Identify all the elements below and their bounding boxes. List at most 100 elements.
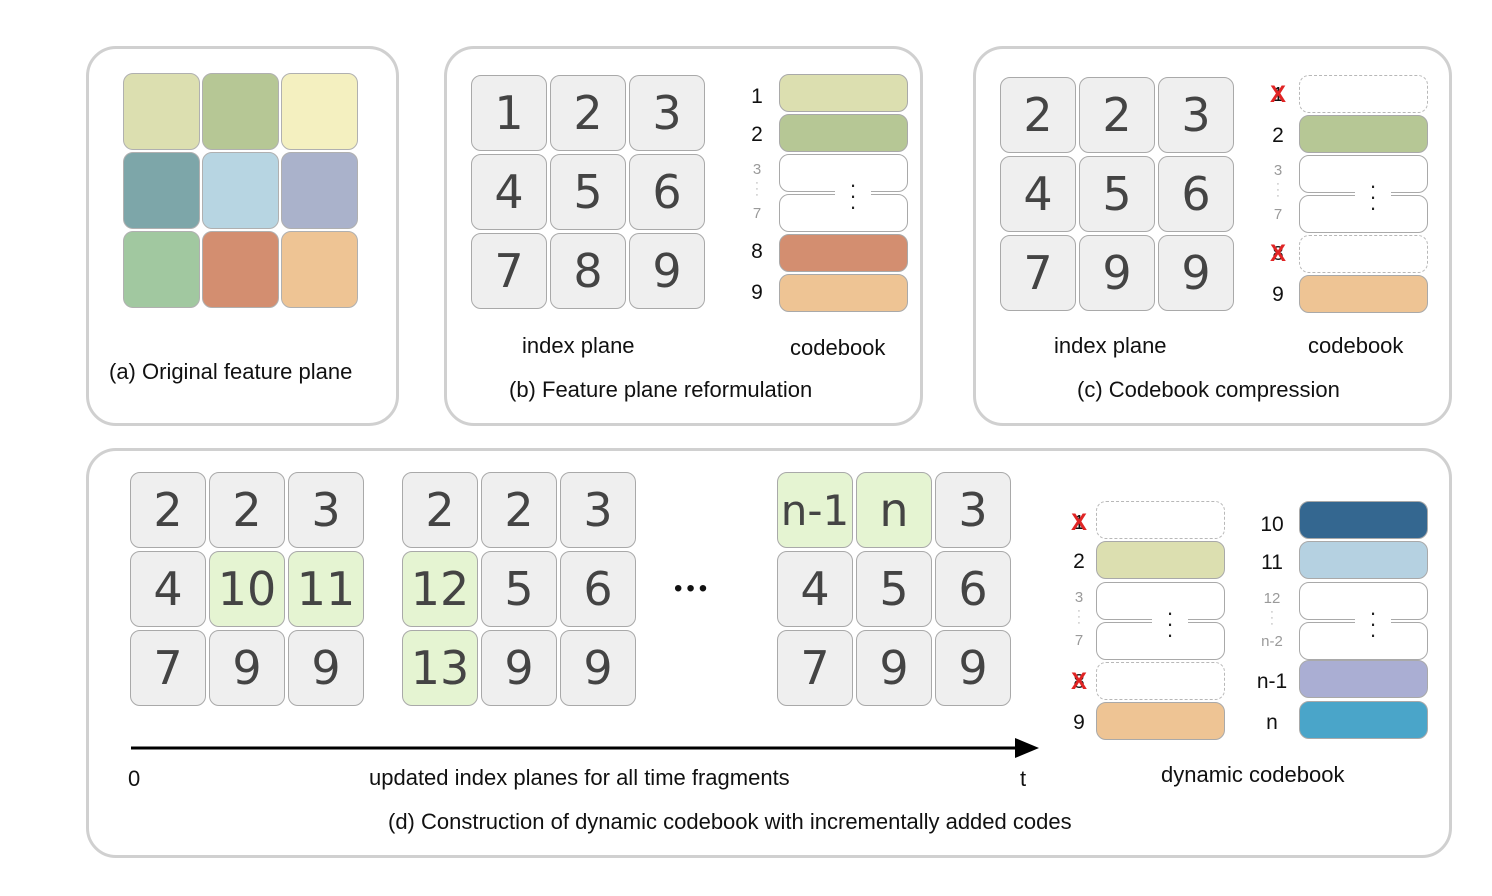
index-cell-new: 13 (402, 630, 478, 706)
panel-feature-plane-reformulation: 1 2 3 4 5 6 7 8 9 1 2 3 · · · 7 8 9 · · · in… (444, 46, 923, 426)
index-cell: 7 (471, 233, 547, 309)
code-entry (779, 274, 908, 312)
index-cell: 3 (560, 472, 636, 548)
removed-code-index: 8 (1073, 671, 1085, 693)
index-cell: 2 (550, 75, 626, 151)
index-cell: 3 (288, 472, 364, 548)
code-index: 1 (751, 85, 763, 108)
feature-cell (202, 152, 279, 229)
index-cell: 9 (629, 233, 705, 309)
removed-code-index: 8 (1272, 243, 1284, 265)
index-cell: 2 (130, 472, 206, 548)
index-cell-new: n (856, 472, 932, 548)
removed-code-index: 1 (1272, 84, 1284, 106)
feature-cell (123, 152, 200, 229)
code-entry (1299, 501, 1428, 539)
index-cell: 2 (481, 472, 557, 548)
index-cell: 7 (1000, 235, 1076, 311)
index-cell: 9 (856, 630, 932, 706)
feature-cell (202, 73, 279, 150)
code-index: 3 (752, 161, 762, 178)
removed-mark-icon: X (1269, 240, 1286, 267)
index-cell: 6 (1158, 156, 1234, 232)
caption-a: (a) Original feature plane (109, 359, 353, 384)
code-entry (1096, 702, 1225, 740)
code-index: 7 (1273, 206, 1283, 223)
codebook-ellipsis: · · · (1355, 602, 1391, 646)
code-entry (779, 234, 908, 272)
removed-mark-icon: X (1269, 81, 1286, 108)
feature-cell (123, 73, 200, 150)
code-index: 2 (751, 123, 763, 146)
index-cell: 1 (471, 75, 547, 151)
small-ellipsis: · · · (1276, 178, 1280, 202)
dynamic-codebook-label: dynamic codebook (1161, 762, 1345, 787)
index-cell: 2 (1079, 77, 1155, 153)
index-cell: 2 (209, 472, 285, 548)
caption-d: (d) Construction of dynamic codebook wit… (388, 809, 1072, 834)
index-cell-new: 12 (402, 551, 478, 627)
index-cell: 9 (481, 630, 557, 706)
code-entry (1299, 541, 1428, 579)
panel-original-feature-plane: (a) Original feature plane (86, 46, 399, 426)
feature-cell (281, 73, 358, 150)
code-index: 3 (1273, 162, 1283, 179)
index-cell: 6 (560, 551, 636, 627)
index-cell: 5 (481, 551, 557, 627)
axis-end-label: t (1020, 766, 1027, 791)
index-cell: 7 (130, 630, 206, 706)
time-axis-arrow (131, 738, 1039, 758)
removed-code-index: 1 (1073, 512, 1085, 534)
code-index: n-2 (1261, 633, 1283, 650)
index-cell: 8 (550, 233, 626, 309)
codebook-ellipsis: · · · (835, 174, 871, 218)
axis-label: updated index planes for all time fragme… (369, 765, 790, 790)
code-index: 2 (1272, 124, 1284, 147)
index-cell: 5 (856, 551, 932, 627)
index-cell: 5 (550, 154, 626, 230)
caption-b: (b) Feature plane reformulation (509, 377, 813, 402)
index-cell-new: n-1 (777, 472, 853, 548)
code-entry (1299, 701, 1428, 739)
index-cell: 9 (935, 630, 1011, 706)
axis-start-label: 0 (128, 766, 141, 791)
index-cell: 4 (777, 551, 853, 627)
index-cell: 4 (1000, 156, 1076, 232)
code-index: 8 (751, 240, 763, 263)
index-plane-label: index plane (522, 333, 635, 358)
index-cell-new: 10 (209, 551, 285, 627)
index-plane-label: index plane (1054, 333, 1167, 358)
code-index: 9 (1073, 711, 1085, 734)
feature-cell (202, 231, 279, 308)
index-cell: 4 (471, 154, 547, 230)
index-cell: 9 (560, 630, 636, 706)
code-entry-removed (1096, 501, 1225, 539)
index-cell-new: 11 (288, 551, 364, 627)
code-entry (1299, 115, 1428, 153)
code-entry (1299, 660, 1428, 698)
small-ellipsis: · · · (1270, 606, 1274, 630)
panel-codebook-compression: 2 2 3 4 5 6 7 9 9 1 X 2 3 · · · 7 8 X 9 · ·… (973, 46, 1452, 426)
codebook-ellipsis: · · · (1355, 175, 1391, 219)
index-cell: 3 (629, 75, 705, 151)
index-cell: 9 (1079, 235, 1155, 311)
index-cell: 4 (130, 551, 206, 627)
code-entry-removed (1299, 75, 1428, 113)
code-entry-removed (1096, 662, 1225, 700)
index-cell: 3 (935, 472, 1011, 548)
code-index: 7 (1074, 632, 1084, 649)
code-index: 11 (1261, 551, 1283, 574)
codebook-ellipsis: · · · (1152, 602, 1188, 646)
code-index: n-1 (1256, 670, 1288, 693)
index-cell: 2 (402, 472, 478, 548)
code-index: 10 (1260, 513, 1284, 536)
index-cell: 7 (777, 630, 853, 706)
code-entry-removed (1299, 235, 1428, 273)
code-entry (1299, 275, 1428, 313)
feature-cell (123, 231, 200, 308)
removed-mark-icon: X (1070, 668, 1087, 695)
index-cell: 9 (288, 630, 364, 706)
index-cell: 9 (1158, 235, 1234, 311)
code-index: 9 (751, 281, 763, 304)
code-index: n (1266, 711, 1278, 734)
